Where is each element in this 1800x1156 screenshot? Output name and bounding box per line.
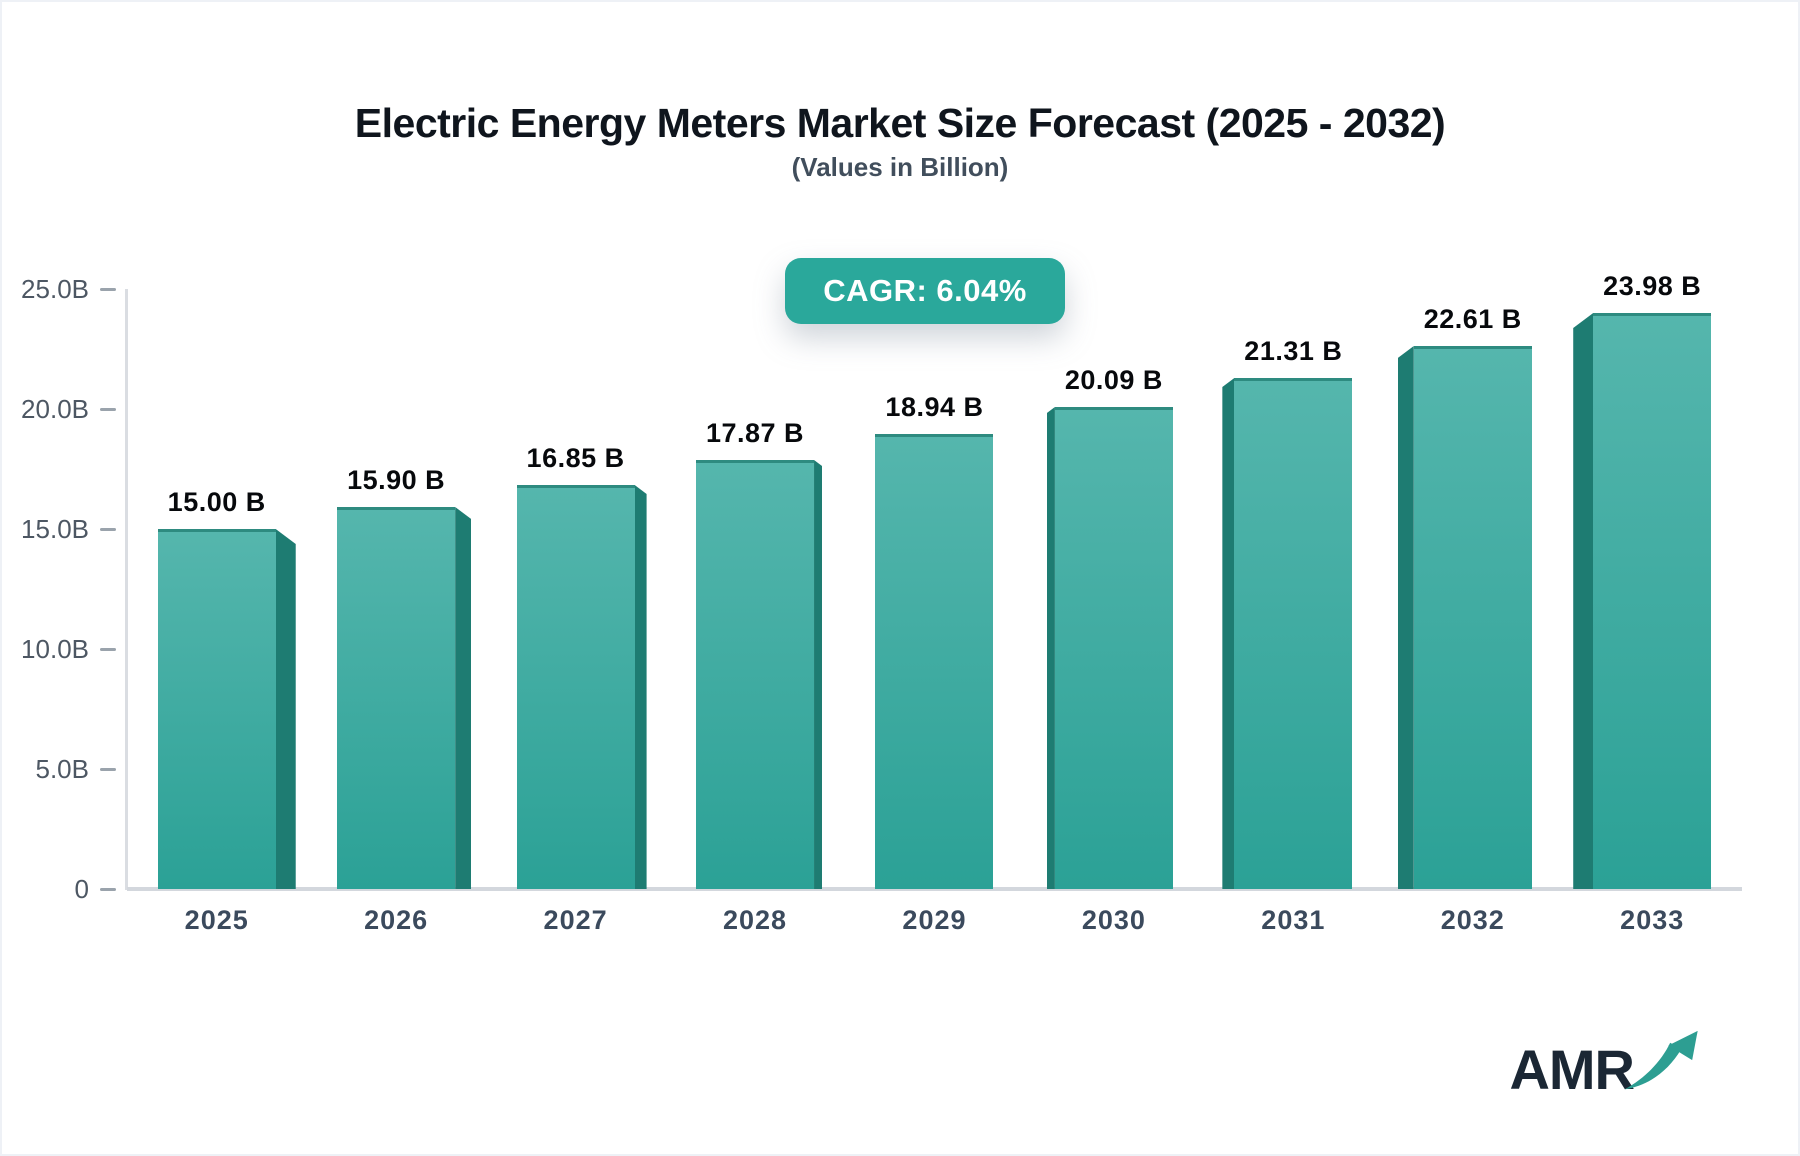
bar-face-2030 bbox=[1054, 407, 1173, 889]
amr-logo: AMR bbox=[1509, 1030, 1700, 1101]
y-tick-10.0B: 10.0B bbox=[2, 633, 116, 665]
bar-slot-2028: 17.87 B 2028 bbox=[665, 289, 844, 935]
bar-2027: 16.85 B bbox=[516, 443, 647, 889]
y-tick-5.0B: 5.0B bbox=[2, 753, 116, 785]
y-tick-mark-20.0B bbox=[100, 407, 116, 411]
bar-value-label-2033: 23.98 B bbox=[1603, 271, 1702, 301]
bar-face-2031 bbox=[1234, 378, 1353, 889]
bar-value-label-2026: 15.90 B bbox=[347, 465, 446, 495]
bar-face-2029 bbox=[875, 434, 994, 889]
y-tick-label-20.0B: 20.0B bbox=[21, 393, 89, 424]
bar-side-2032 bbox=[1397, 346, 1414, 889]
bar-side-2026 bbox=[455, 507, 472, 889]
y-tick-mark-10.0B bbox=[100, 647, 116, 651]
bar-value-label-2032: 22.61 B bbox=[1423, 304, 1522, 334]
x-axis-label-2031: 2031 bbox=[1261, 905, 1326, 935]
x-axis-label-2032: 2032 bbox=[1440, 905, 1505, 935]
bar-2025: 15.00 B bbox=[157, 487, 296, 889]
bar-2026: 15.90 B bbox=[337, 465, 472, 889]
bar-value-label-2025: 15.00 B bbox=[167, 487, 266, 517]
bar-side-2025 bbox=[275, 529, 296, 889]
y-tick-0: 0 bbox=[2, 873, 116, 905]
bar-2029: 18.94 B bbox=[875, 392, 994, 889]
y-tick-15.0B: 15.0B bbox=[2, 513, 116, 545]
bar-slot-2027: 16.85 B 2027 bbox=[486, 289, 665, 935]
bar-2031: 21.31 B bbox=[1222, 336, 1353, 889]
bar-face-2025 bbox=[157, 529, 276, 889]
bar-value-label-2031: 21.31 B bbox=[1244, 336, 1343, 366]
bar-value-label-2029: 18.94 B bbox=[885, 392, 984, 422]
bar-value-label-2030: 20.09 B bbox=[1064, 365, 1163, 395]
y-tick-mark-0 bbox=[100, 887, 116, 891]
x-axis-label-2027: 2027 bbox=[543, 905, 608, 935]
x-axis-line bbox=[127, 887, 1742, 891]
bar-2033: 23.98 B bbox=[1573, 271, 1712, 889]
bar-value-label-2027: 16.85 B bbox=[526, 443, 625, 473]
amr-logo-arrow-icon bbox=[1624, 1030, 1698, 1090]
chart-subtitle: (Values in Billion) bbox=[791, 152, 1009, 182]
y-tick-mark-25.0B bbox=[100, 287, 116, 291]
bar-side-2028 bbox=[814, 460, 823, 889]
y-tick-25.0B: 25.0B bbox=[2, 273, 116, 305]
bar-slot-2026: 15.90 B 2026 bbox=[306, 289, 485, 935]
bar-side-2033 bbox=[1573, 313, 1594, 889]
x-axis-label-2028: 2028 bbox=[722, 905, 788, 935]
bar-2032: 22.61 B bbox=[1397, 304, 1532, 889]
bar-slot-2031: 21.31 B 2031 bbox=[1204, 289, 1383, 935]
bar-2028: 17.87 B bbox=[696, 418, 823, 889]
bar-face-2032 bbox=[1413, 346, 1532, 889]
y-tick-mark-5.0B bbox=[100, 767, 116, 771]
bar-slot-2033: 23.98 B 2033 bbox=[1563, 271, 1742, 935]
plot-area: 15.00 B 2025 15.90 B 2026 16.85 B 2027 17.87 B… bbox=[127, 271, 1742, 935]
x-axis-label-2033: 2033 bbox=[1620, 905, 1685, 935]
bar-slot-2025: 15.00 B 2025 bbox=[127, 289, 306, 935]
x-axis-label-2030: 2030 bbox=[1081, 905, 1146, 935]
bar-slot-2032: 22.61 B 2032 bbox=[1383, 289, 1562, 935]
y-tick-label-5.0B: 5.0B bbox=[35, 753, 90, 784]
bar-side-2027 bbox=[634, 485, 647, 889]
bar-face-2026 bbox=[337, 507, 456, 889]
x-axis-label-2025: 2025 bbox=[184, 905, 249, 935]
y-axis-line bbox=[125, 289, 128, 890]
y-tick-20.0B: 20.0B bbox=[2, 393, 116, 425]
bar-face-2028 bbox=[696, 460, 815, 889]
bar-2030: 20.09 B bbox=[1046, 365, 1173, 889]
y-tick-mark-15.0B bbox=[100, 527, 116, 531]
bar-face-2033 bbox=[1593, 313, 1712, 889]
x-axis-label-2029: 2029 bbox=[902, 905, 967, 935]
y-tick-label-15.0B: 15.0B bbox=[21, 513, 89, 544]
bar-face-2027 bbox=[516, 485, 635, 889]
y-tick-label-0: 0 bbox=[74, 873, 89, 904]
bar-side-2030 bbox=[1046, 407, 1055, 889]
cagr-badge: CAGR: 6.04% bbox=[785, 258, 1065, 324]
amr-logo-text: AMR bbox=[1509, 1038, 1635, 1101]
cagr-badge-label: CAGR: 6.04% bbox=[823, 273, 1027, 308]
bar-slot-2030: 20.09 B 2030 bbox=[1024, 289, 1203, 935]
y-tick-label-10.0B: 10.0B bbox=[21, 633, 89, 664]
page-title: Electric Energy Meters Market Size Forec… bbox=[354, 100, 1446, 146]
x-axis-label-2026: 2026 bbox=[364, 905, 429, 935]
bar-slot-2029: 18.94 B 2029 bbox=[845, 289, 1024, 935]
bar-side-2031 bbox=[1222, 378, 1235, 889]
bar-value-label-2028: 17.87 B bbox=[705, 418, 805, 448]
y-tick-label-25.0B: 25.0B bbox=[21, 273, 89, 304]
